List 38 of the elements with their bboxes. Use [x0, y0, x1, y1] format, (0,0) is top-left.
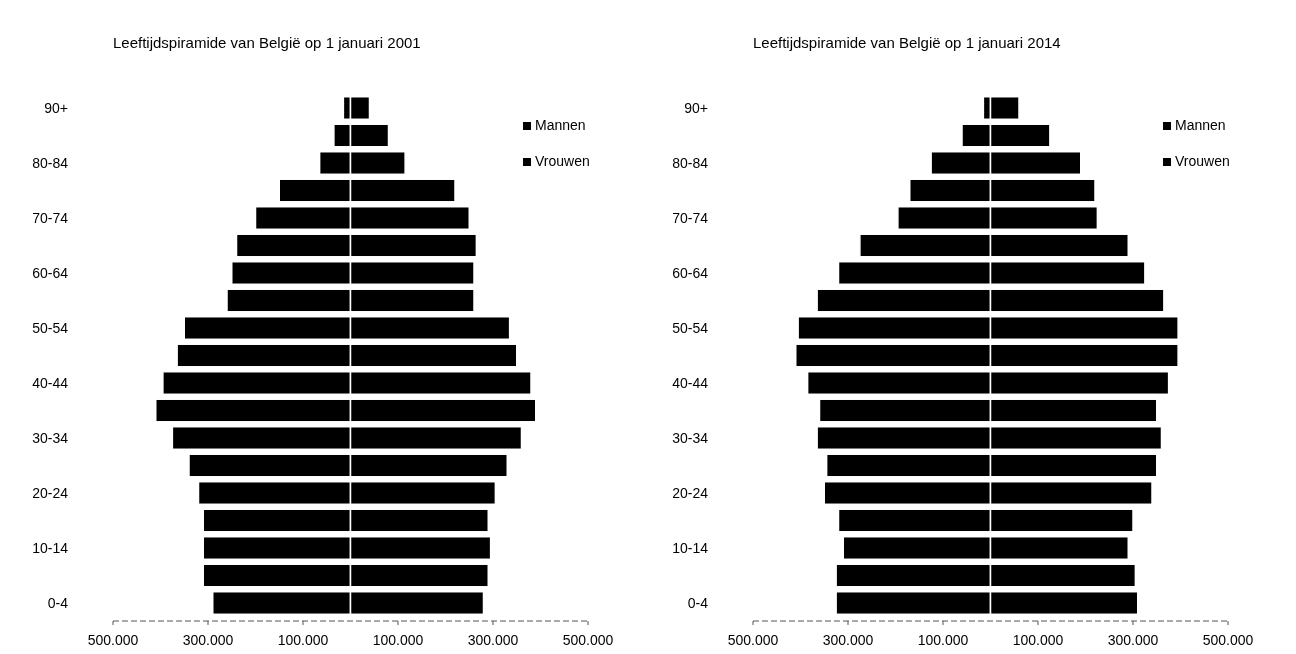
x-tick-label: 500.000 [727, 632, 779, 648]
y-tick-label: 20-24 [32, 485, 69, 501]
y-tick-label: 90+ [684, 100, 708, 116]
y-tick-label: 10-14 [32, 540, 69, 556]
legend-label: Vrouwen [1175, 153, 1230, 169]
x-tick-label: 100.000 [1012, 632, 1064, 648]
y-tick-label: 40-44 [32, 375, 69, 391]
x-tick-label: 300.000 [182, 632, 234, 648]
y-tick-label: 50-54 [672, 320, 709, 336]
y-tick-label: 0-4 [47, 595, 69, 611]
y-tick-label: 70-74 [672, 210, 709, 226]
legend-label: Vrouwen [535, 153, 590, 169]
x-tick-label: 300.000 [1107, 632, 1159, 648]
y-tick-label: 50-54 [32, 320, 69, 336]
y-tick-label: 90+ [44, 100, 68, 116]
x-tick-label: 100.000 [917, 632, 969, 648]
y-tick-label: 80-84 [672, 155, 709, 171]
x-tick-label: 300.000 [467, 632, 519, 648]
chart-title: Leeftijdspiramide van België op 1 januari 2001 [113, 34, 421, 51]
x-tick-label: 500.000 [87, 632, 139, 648]
x-tick-label: 300.000 [822, 632, 874, 648]
y-tick-label: 70-74 [32, 210, 69, 226]
y-tick-label: 40-44 [672, 375, 709, 391]
legend-label: Mannen [1175, 117, 1226, 133]
x-tick-label: 500.000 [1202, 632, 1254, 648]
x-tick-label: 100.000 [277, 632, 329, 648]
y-tick-label: 60-64 [32, 265, 69, 281]
legend-label: Mannen [535, 117, 586, 133]
y-tick-label: 0-4 [687, 595, 709, 611]
y-tick-label: 80-84 [32, 155, 69, 171]
x-tick-label: 100.000 [372, 632, 424, 648]
chart-title: Leeftijdspiramide van België op 1 januari 2014 [753, 34, 1061, 51]
y-tick-label: 30-34 [32, 430, 69, 446]
y-tick-label: 10-14 [672, 540, 709, 556]
y-tick-label: 60-64 [672, 265, 709, 281]
y-tick-label: 30-34 [672, 430, 709, 446]
y-tick-label: 20-24 [672, 485, 709, 501]
x-tick-label: 500.000 [562, 632, 614, 648]
